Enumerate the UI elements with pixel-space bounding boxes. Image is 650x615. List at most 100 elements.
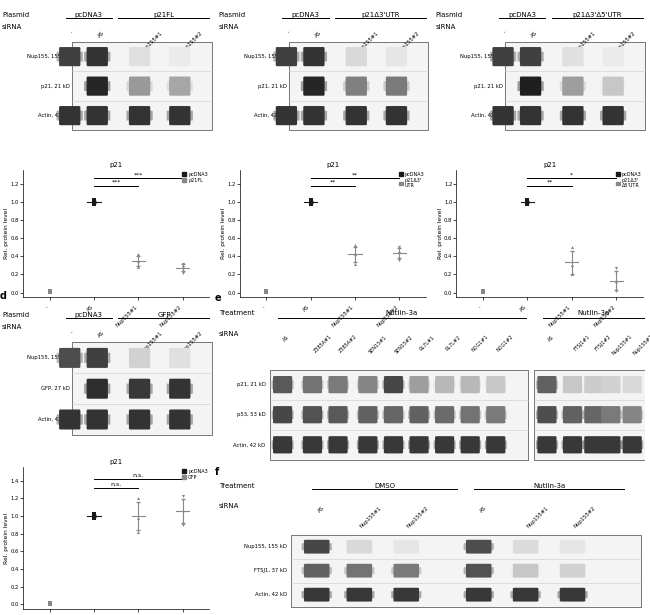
Text: siRNA: siRNA [218, 331, 239, 337]
FancyBboxPatch shape [129, 348, 150, 368]
FancyBboxPatch shape [166, 111, 193, 121]
FancyBboxPatch shape [562, 106, 584, 125]
FancyBboxPatch shape [410, 406, 428, 423]
FancyBboxPatch shape [129, 47, 150, 66]
FancyBboxPatch shape [273, 406, 292, 423]
FancyBboxPatch shape [304, 47, 324, 66]
FancyBboxPatch shape [435, 376, 454, 393]
FancyBboxPatch shape [327, 380, 349, 389]
FancyBboxPatch shape [584, 436, 603, 453]
FancyBboxPatch shape [328, 436, 348, 453]
FancyBboxPatch shape [84, 415, 111, 425]
FancyBboxPatch shape [486, 376, 506, 393]
Bar [72, 42, 211, 130]
Text: Nup155#2: Nup155#2 [180, 330, 203, 354]
FancyBboxPatch shape [328, 376, 348, 393]
FancyBboxPatch shape [393, 564, 419, 577]
Text: p21FL: p21FL [153, 12, 174, 18]
FancyBboxPatch shape [391, 591, 421, 598]
FancyBboxPatch shape [302, 567, 332, 574]
FancyBboxPatch shape [560, 540, 585, 554]
FancyBboxPatch shape [603, 106, 624, 125]
Text: Nutlin-3a: Nutlin-3a [533, 483, 566, 489]
Text: p21, 21 kD: p21, 21 kD [474, 84, 503, 89]
FancyBboxPatch shape [344, 567, 374, 574]
FancyBboxPatch shape [273, 52, 300, 62]
FancyBboxPatch shape [460, 410, 481, 419]
FancyBboxPatch shape [510, 591, 541, 598]
Text: Nup155, 155 kD: Nup155, 155 kD [244, 544, 287, 549]
FancyBboxPatch shape [384, 111, 410, 121]
Text: Nup155#2: Nup155#2 [180, 30, 203, 54]
Text: RL7L#1: RL7L#1 [419, 334, 436, 351]
Text: e: e [214, 293, 221, 303]
FancyBboxPatch shape [601, 406, 621, 423]
FancyBboxPatch shape [346, 47, 367, 66]
FancyBboxPatch shape [272, 410, 294, 419]
FancyBboxPatch shape [304, 106, 324, 125]
FancyBboxPatch shape [583, 440, 605, 449]
FancyBboxPatch shape [273, 376, 292, 393]
FancyBboxPatch shape [384, 376, 403, 393]
Text: Actin, 42 kD: Actin, 42 kD [38, 417, 70, 422]
FancyBboxPatch shape [59, 47, 81, 66]
Text: Plasmid: Plasmid [436, 12, 462, 18]
Text: p21, 21 kD: p21, 21 kD [257, 84, 287, 89]
FancyBboxPatch shape [84, 81, 111, 91]
FancyBboxPatch shape [536, 440, 558, 449]
FancyBboxPatch shape [327, 440, 349, 449]
Text: Nup155#1: Nup155#1 [573, 30, 597, 54]
Text: Nup155#1: Nup155#1 [526, 506, 549, 529]
FancyBboxPatch shape [538, 436, 556, 453]
FancyBboxPatch shape [563, 436, 582, 453]
FancyBboxPatch shape [493, 47, 514, 66]
FancyBboxPatch shape [86, 106, 108, 125]
Text: Nup155#1: Nup155#1 [359, 506, 383, 529]
FancyBboxPatch shape [485, 410, 507, 419]
FancyBboxPatch shape [621, 410, 644, 419]
FancyBboxPatch shape [623, 436, 642, 453]
FancyBboxPatch shape [346, 540, 372, 554]
FancyBboxPatch shape [169, 106, 190, 125]
FancyBboxPatch shape [466, 540, 491, 554]
FancyBboxPatch shape [302, 543, 332, 550]
Text: Nup155, 155 kD: Nup155, 155 kD [460, 54, 503, 59]
FancyBboxPatch shape [538, 406, 556, 423]
FancyBboxPatch shape [301, 81, 327, 91]
Text: Treatment: Treatment [218, 310, 254, 316]
Text: c: c [433, 0, 439, 2]
Bar [534, 370, 645, 460]
Text: Actin, 42 kD: Actin, 42 kD [255, 592, 287, 597]
Text: Nutlin-3a: Nutlin-3a [386, 310, 418, 316]
FancyBboxPatch shape [303, 376, 322, 393]
FancyBboxPatch shape [520, 47, 541, 66]
FancyBboxPatch shape [560, 111, 586, 121]
FancyBboxPatch shape [517, 81, 543, 91]
FancyBboxPatch shape [460, 380, 481, 389]
Text: AS: AS [98, 30, 106, 39]
FancyBboxPatch shape [560, 81, 586, 91]
Text: Nup155#2: Nup155#2 [573, 506, 596, 529]
Text: GFP: GFP [157, 312, 171, 318]
FancyBboxPatch shape [563, 376, 582, 393]
FancyBboxPatch shape [344, 591, 374, 598]
FancyBboxPatch shape [384, 81, 410, 91]
FancyBboxPatch shape [510, 567, 541, 574]
FancyBboxPatch shape [486, 436, 506, 453]
FancyBboxPatch shape [461, 436, 480, 453]
FancyBboxPatch shape [536, 410, 558, 419]
FancyBboxPatch shape [86, 348, 108, 368]
Text: siRNA: siRNA [218, 502, 239, 509]
FancyBboxPatch shape [600, 111, 626, 121]
FancyBboxPatch shape [84, 353, 111, 363]
Bar [291, 534, 641, 606]
FancyBboxPatch shape [273, 436, 292, 453]
Text: AS: AS [530, 30, 539, 39]
FancyBboxPatch shape [393, 540, 419, 554]
FancyBboxPatch shape [59, 106, 81, 125]
Text: pcDNA3: pcDNA3 [75, 312, 103, 318]
FancyBboxPatch shape [57, 52, 83, 62]
FancyBboxPatch shape [434, 410, 456, 419]
FancyBboxPatch shape [273, 111, 300, 121]
FancyBboxPatch shape [301, 52, 327, 62]
